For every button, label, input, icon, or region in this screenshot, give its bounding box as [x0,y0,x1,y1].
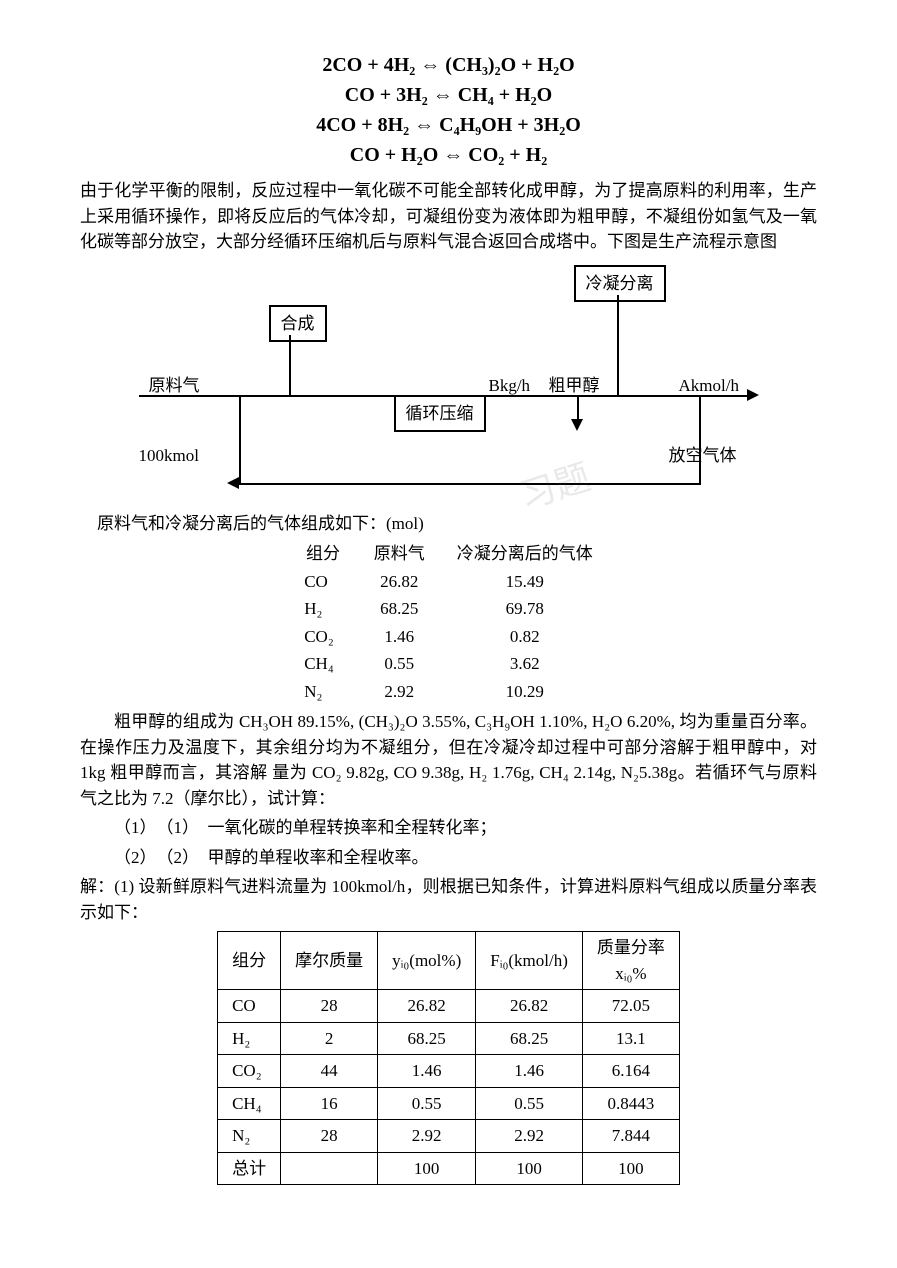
dt-2-1: 44 [281,1055,378,1088]
comp-row-4: N₂ 2.92 10.29 [288,678,609,706]
box-cycle: 循环压缩 [394,395,486,433]
box-condense: 冷凝分离 [574,265,666,303]
comp-0-2: 15.49 [441,568,609,596]
dt-3-4: 0.8443 [582,1087,679,1120]
dt-3-2: 0.55 [378,1087,476,1120]
dt-3-3: 0.55 [476,1087,583,1120]
flow-line-main [139,395,747,397]
comp-row-3: CH₄ 0.55 3.62 [288,650,609,678]
arrow-main-right [747,389,759,401]
comp-0-0: CO [288,568,358,596]
comp-row-2: CO₂ 1.46 0.82 [288,623,609,651]
box-synth: 合成 [269,305,327,343]
intro-paragraph: 由于化学平衡的限制，反应过程中一氧化碳不可能全部转化成甲醇，为了提高原料的利用率… [80,178,817,255]
arrow-crude-down [571,419,583,431]
dt-2-4: 6.164 [582,1055,679,1088]
arrow-recycle-left [227,477,239,489]
dt-row-5: 总计 100 100 100 [218,1152,680,1185]
composition-caption: 原料气和冷凝分离后的气体组成如下：(mol) [97,511,817,537]
flow-line-recycle-right-down [699,395,701,485]
question-2: （2） （2） 甲醇的单程收率和全程收率。 [80,845,817,871]
dt-1-1: 2 [281,1022,378,1055]
flow-line-condense-down [617,295,619,395]
dt-2-2: 1.46 [378,1055,476,1088]
comp-2-0: CO₂ [288,623,358,651]
dt-row-3: CH₄ 16 0.55 0.55 0.8443 [218,1087,680,1120]
flow-line-synth-down [289,335,291,395]
dt-h-3: Fᵢ₀(kmol/h) [476,932,583,990]
label-vent-gas: 放空气体 [669,443,737,469]
flow-line-crude-down [577,395,579,421]
flow-line-recycle-bottom [239,483,701,485]
dt-1-4: 13.1 [582,1022,679,1055]
comp-h-1: 原料气 [358,540,441,568]
dt-0-0: CO [218,990,281,1023]
dt-2-0: CO₂ [218,1055,281,1088]
dt-4-2: 2.92 [378,1120,476,1153]
dt-row-0: CO 28 26.82 26.82 72.05 [218,990,680,1023]
dt-4-0: N₂ [218,1120,281,1153]
dt-h-2: yᵢ₀(mol%) [378,932,476,990]
comp-4-0: N₂ [288,678,358,706]
comp-row-0: CO 26.82 15.49 [288,568,609,596]
dt-row-2: CO₂ 44 1.46 1.46 6.164 [218,1055,680,1088]
flow-line-recycle-left-up [239,395,241,483]
dt-3-1: 16 [281,1087,378,1120]
dt-1-3: 68.25 [476,1022,583,1055]
composition-table: 组分 原料气 冷凝分离后的气体 CO 26.82 15.49 H₂ 68.25 … [288,540,609,705]
equation-1: 2CO + 4H₂ ⇔ (CH₃)₂O + H₂O [80,50,817,80]
equation-4: CO + H₂O ⇔ CO₂ + H₂ [80,140,817,170]
comp-1-1: 68.25 [358,595,441,623]
dt-h-0: 组分 [218,932,281,990]
dt-row-4: N₂ 28 2.92 2.92 7.844 [218,1120,680,1153]
dt-0-4: 72.05 [582,990,679,1023]
dt-0-2: 26.82 [378,990,476,1023]
conditions-paragraph: 粗甲醇的组成为 CH₃OH 89.15%, (CH₃)₂O 3.55%, C₃H… [80,709,817,811]
comp-0-1: 26.82 [358,568,441,596]
dt-row-1: H₂ 2 68.25 68.25 13.1 [218,1022,680,1055]
dt-h-4: 质量分率 xᵢ₀% [582,932,679,990]
dt-h-1: 摩尔质量 [281,932,378,990]
label-100kmol: 100kmol [139,443,199,469]
dt-0-3: 26.82 [476,990,583,1023]
dt-3-0: CH₄ [218,1087,281,1120]
dt-1-0: H₂ [218,1022,281,1055]
comp-1-2: 69.78 [441,595,609,623]
dt-2-3: 1.46 [476,1055,583,1088]
dt-5-3: 100 [476,1152,583,1185]
comp-3-0: CH₄ [288,650,358,678]
process-flow-diagram: 冷凝分离 合成 循环压缩 原料气 Bkg/h 粗甲醇 Akmol/h 100km… [139,265,759,505]
comp-2-2: 0.82 [441,623,609,651]
comp-4-2: 10.29 [441,678,609,706]
chemical-equations: 2CO + 4H₂ ⇔ (CH₃)₂O + H₂O CO + 3H₂ ⇔ CH₄… [80,50,817,170]
dt-1-2: 68.25 [378,1022,476,1055]
comp-3-1: 0.55 [358,650,441,678]
comp-header-row: 组分 原料气 冷凝分离后的气体 [288,540,609,568]
dt-5-1 [281,1152,378,1185]
equation-3: 4CO + 8H₂ ⇔ C₄H₉OH + 3H₂O [80,110,817,140]
solution-caption: 解：(1) 设新鲜原料气进料流量为 100kmol/h，则根据已知条件，计算进料… [80,874,817,925]
document-page: 2CO + 4H₂ ⇔ (CH₃)₂O + H₂O CO + 3H₂ ⇔ CH₄… [0,0,897,1268]
dt-4-1: 28 [281,1120,378,1153]
dt-5-0: 总计 [218,1152,281,1185]
comp-row-1: H₂ 68.25 69.78 [288,595,609,623]
dt-0-1: 28 [281,990,378,1023]
dt-5-2: 100 [378,1152,476,1185]
comp-h-2: 冷凝分离后的气体 [441,540,609,568]
comp-1-0: H₂ [288,595,358,623]
dt-5-4: 100 [582,1152,679,1185]
question-1: （1） （1） 一氧化碳的单程转换率和全程转化率； [80,815,817,841]
comp-2-1: 1.46 [358,623,441,651]
dt-4-3: 2.92 [476,1120,583,1153]
mass-fraction-table: 组分 摩尔质量 yᵢ₀(mol%) Fᵢ₀(kmol/h) 质量分率 xᵢ₀% … [217,931,680,1185]
equation-2: CO + 3H₂ ⇔ CH₄ + H₂O [80,80,817,110]
dt-4-4: 7.844 [582,1120,679,1153]
comp-4-1: 2.92 [358,678,441,706]
comp-3-2: 3.62 [441,650,609,678]
dt-header-row: 组分 摩尔质量 yᵢ₀(mol%) Fᵢ₀(kmol/h) 质量分率 xᵢ₀% [218,932,680,990]
comp-h-0: 组分 [288,540,358,568]
